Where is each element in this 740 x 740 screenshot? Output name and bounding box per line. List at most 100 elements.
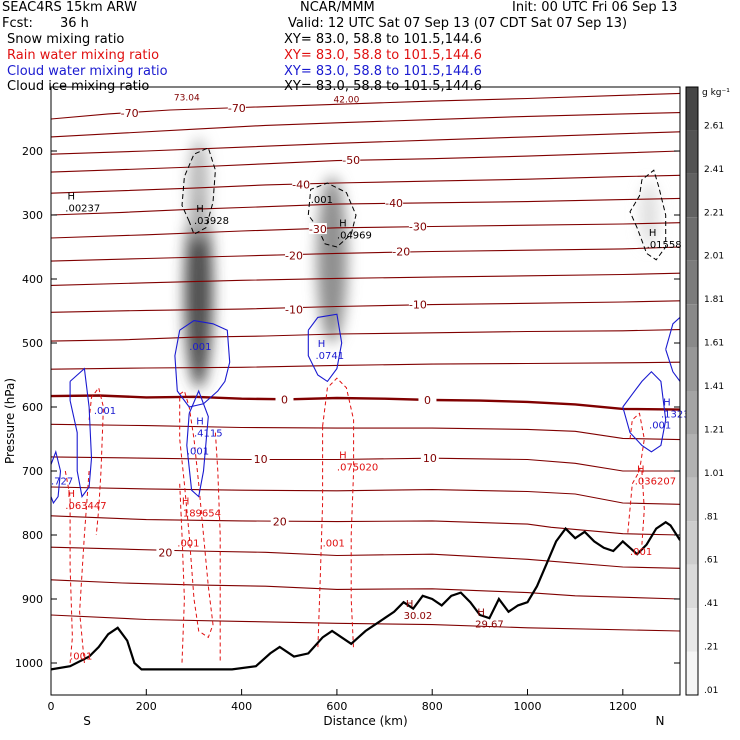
- x-tick-label: 200: [136, 700, 157, 713]
- max-value-label: .189654: [180, 509, 221, 520]
- temperature-contour: [51, 150, 680, 173]
- temperature-label: -10: [409, 299, 427, 312]
- colorbar-unit: g kg⁻¹: [702, 88, 730, 98]
- colorbar-tick-label: .81: [704, 512, 718, 522]
- legend-xy: XY= 83.0, 58.8 to 101.5,144.6: [284, 64, 482, 79]
- ice-shade-blob: [316, 176, 348, 343]
- colorbar-tick-label: 2.41: [704, 165, 724, 175]
- cloud-water-contour: [186, 389, 209, 498]
- temperature-contour: [51, 131, 680, 155]
- temperature-contour: [51, 329, 680, 342]
- cloud-water-contour: [69, 367, 93, 498]
- contour-value-label: .727: [51, 477, 73, 488]
- contour-value-label: .001: [189, 342, 211, 353]
- temperature-label-bg: [285, 303, 304, 315]
- max-marker: H: [68, 489, 76, 500]
- snow-contour: [629, 169, 667, 261]
- max-marker: H: [406, 599, 414, 610]
- contour-value-label: .001: [94, 406, 116, 417]
- south-end-label: S: [83, 714, 91, 728]
- temperature-label: -40: [292, 178, 310, 191]
- legend-name: Cloud water mixing ratio: [7, 64, 168, 79]
- temperature-label: -40: [385, 197, 403, 210]
- colorbar-tick-label: 1.21: [704, 425, 724, 435]
- temperature-contour: [51, 546, 680, 569]
- y-tick-label: 700: [22, 465, 43, 478]
- terrain-profile: [51, 520, 680, 671]
- max-marker: H: [339, 218, 347, 229]
- x-tick-label: 1200: [609, 700, 637, 713]
- temperature-label: 10: [254, 453, 268, 466]
- legend-xy: XY= 83.0, 58.8 to 101.5,144.6: [284, 32, 482, 47]
- temperature-contour: [51, 197, 680, 216]
- max-marker: H: [182, 497, 190, 508]
- rain-contour: [317, 426, 324, 651]
- colorbar-swatch: [686, 564, 698, 609]
- temperature-label-bg: [156, 546, 175, 558]
- max-value-label: .036207: [635, 477, 676, 488]
- temperature-contour: [51, 300, 680, 313]
- max-value-label: .03928: [194, 216, 229, 227]
- temperature-label: 20: [158, 546, 172, 559]
- temperature-contour: [51, 486, 680, 505]
- y-tick-label: 1000: [15, 657, 43, 670]
- colorbar-frame: [685, 86, 699, 696]
- colorbar-swatch: [686, 477, 698, 522]
- temperature-label-bg: [392, 245, 411, 257]
- contour-labels: -70 -70 -50 -40 -40 -30 -30 -20 -20 -10 -10 0 0 10 10 2…: [51, 94, 690, 663]
- rain-contour: [214, 432, 221, 663]
- colorbar-swatch: [686, 304, 698, 348]
- temperature-label: 0: [424, 394, 431, 407]
- max-value-label: .4115: [194, 429, 223, 440]
- init-time: Init: 00 UTC Fri 06 Sep 13: [512, 0, 678, 15]
- temperature-label-bg: [285, 249, 304, 261]
- temperature-label: 0: [281, 393, 288, 406]
- temperature-contour: [51, 423, 680, 441]
- legend-name: Rain water mixing ratio: [7, 48, 160, 63]
- colorbar-tick-label: 2.01: [704, 252, 724, 262]
- temperature-label-bg: [418, 393, 437, 405]
- center-label: NCAR/MMM: [300, 0, 375, 15]
- max-marker: H: [649, 228, 657, 239]
- contour-value-label: .001: [70, 651, 92, 662]
- colorbar-tick-label: .01: [704, 686, 718, 696]
- temperature-contour: [51, 394, 680, 411]
- snow-contour: [181, 147, 216, 235]
- temperature-contour: [51, 174, 680, 194]
- temperature-label: -70: [228, 102, 246, 115]
- y-tick-label: 600: [22, 401, 43, 414]
- colorbar-swatch: [686, 173, 698, 218]
- max-marker: H: [663, 397, 671, 408]
- max-marker: H: [637, 465, 645, 476]
- temperature-label: -70: [121, 107, 139, 120]
- colorbar-tick-label: 1.01: [704, 469, 724, 479]
- cloud-water-contour: [307, 313, 343, 383]
- y-tick-label: 200: [22, 145, 43, 158]
- temperature-label-bg: [385, 196, 404, 208]
- temperature-contour: [51, 614, 680, 632]
- colorbar-tick-label: .41: [704, 599, 718, 609]
- colorbar-tick-label: .61: [704, 556, 718, 566]
- legend-name: Cloud ice mixing ratio: [7, 79, 150, 94]
- model-title: SEAC4RS 15km ARW: [2, 0, 138, 15]
- max-value-label: .00237: [65, 203, 100, 214]
- contour-value-label: .001: [649, 420, 671, 431]
- max-value-label: .075020: [337, 463, 378, 474]
- temperature-label: -50: [342, 154, 360, 167]
- max-marker: H: [196, 417, 204, 428]
- y-tick-label: 800: [22, 529, 43, 542]
- max-marker: H: [339, 451, 347, 462]
- max-value-label: .0741: [315, 351, 344, 362]
- contour-value-label: .001: [177, 539, 199, 550]
- y-tick-label: 900: [22, 593, 43, 606]
- cloud-water-contour: [622, 371, 667, 453]
- contour-value-label: .001: [187, 447, 209, 458]
- temperature-contours: [51, 92, 680, 632]
- temperature-contour: [51, 222, 680, 239]
- max-value-label: 29.67: [475, 619, 504, 630]
- max-marker: H: [68, 191, 76, 202]
- rain-contour: [64, 470, 73, 664]
- legend-xy: XY= 83.0, 58.8 to 101.5,144.6: [284, 79, 482, 94]
- ice-shade-blob: [188, 138, 210, 241]
- rain-contour: [322, 377, 355, 651]
